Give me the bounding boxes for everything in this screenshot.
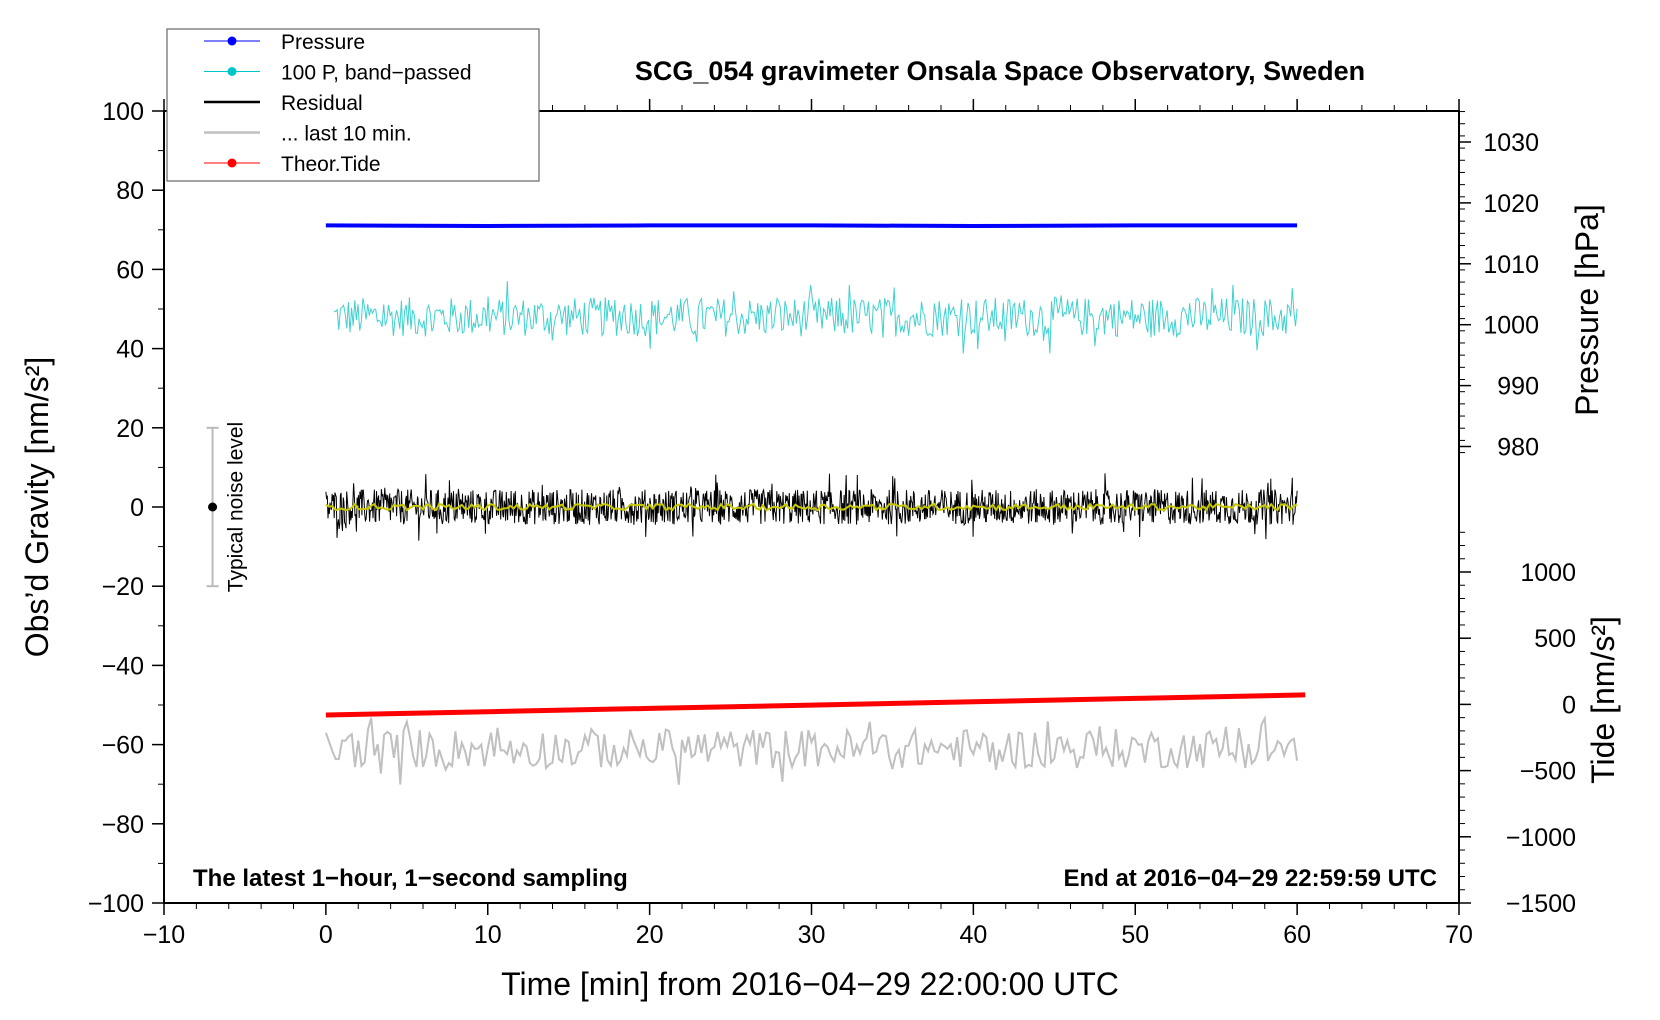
legend-box (166, 28, 540, 182)
y-tick-label-left: 80 (116, 177, 144, 205)
residual-series-line (325, 473, 1298, 541)
x-tick-label: 50 (1121, 921, 1149, 949)
legend-label: Theor.Tide (281, 153, 381, 176)
y-tick-label-left: −60 (102, 732, 144, 760)
chart-title: SCG_054 gravimeter Onsala Space Observat… (635, 56, 1365, 86)
y-tick-label-left: −100 (88, 890, 144, 918)
legend-swatch-marker (227, 158, 237, 168)
legend-label: Pressure (281, 31, 365, 54)
x-tick-label: 20 (636, 921, 664, 949)
x-tick-label: 10 (474, 921, 502, 949)
y-tick-label-left: 40 (116, 336, 144, 364)
y-tick-label-left: 0 (130, 494, 144, 522)
series-layer (324, 223, 1306, 785)
x-tick-label: −10 (143, 921, 185, 949)
tide-tick-label: 0 (1562, 691, 1576, 719)
legend-swatch-marker (227, 36, 237, 46)
y-tick-label-left: 100 (102, 98, 144, 126)
legend-entry: 100 P, band−passed (204, 62, 472, 85)
x-axis-label: Time [min] from 2016−04−29 22:00:00 UTC (501, 966, 1119, 1002)
pressure-tick-label: 1010 (1483, 251, 1539, 279)
y-tick-label-left: 60 (116, 256, 144, 284)
tide-series-line (325, 692, 1306, 718)
pressure-tick-label: 1030 (1483, 129, 1539, 157)
legend-label: Residual (281, 92, 363, 115)
y-axis-label-tide: Tide [nm/s²] (1585, 616, 1621, 784)
y-tick-label-left: −20 (102, 573, 144, 601)
x-tick-label: 0 (319, 921, 333, 949)
y-tick-label-left: −80 (102, 811, 144, 839)
legend-label: ... last 10 min. (281, 123, 412, 146)
pressure-tick-label: 1000 (1483, 312, 1539, 340)
x-tick-label: 30 (798, 921, 826, 949)
noise-level-dot (208, 502, 218, 512)
pressure-tick-label: 980 (1497, 434, 1539, 462)
legend-label: 100 P, band−passed (281, 62, 472, 85)
x-tick-label: 70 (1445, 921, 1473, 949)
tide-tick-label: 500 (1534, 625, 1576, 653)
y-axis-label-left: Obs’d Gravity [nm/s²] (19, 357, 55, 658)
residual-smoothed-series-line (325, 502, 1298, 512)
legend-entry: ... last 10 min. (204, 123, 412, 146)
y-axis-label-pressure: Pressure [hPa] (1569, 204, 1605, 416)
pressure-series-line (325, 223, 1298, 229)
y-tick-label-left: −40 (102, 652, 144, 680)
noise-level-indicator: Typical noise level (206, 422, 248, 592)
tide-tick-label: −1500 (1506, 890, 1576, 918)
tide-tick-label: 1000 (1520, 559, 1576, 587)
legend: Pressure 100 P, band−passed Residual ... la… (166, 28, 540, 182)
x-tick-label: 60 (1283, 921, 1311, 949)
y-tick-label-left: 20 (116, 415, 144, 443)
tide-tick-label: −1000 (1506, 824, 1576, 852)
axes-layer: −10 0 10 20 30 40 50 60 70100806040200−20−40−60−… (88, 98, 1576, 949)
pressure-tick-label: 990 (1497, 373, 1539, 401)
sampling-note: The latest 1−hour, 1−second sampling (193, 865, 628, 892)
legend-entry: Theor.Tide (204, 153, 381, 176)
end-time-note: End at 2016−04−29 22:59:59 UTC (1063, 865, 1437, 892)
noise-level-label: Typical noise level (225, 422, 248, 592)
tide-tick-label: −500 (1520, 758, 1576, 786)
legend-swatch-marker (227, 67, 237, 76)
legend-entry: Pressure (204, 31, 365, 54)
last-10-min-series-line (324, 714, 1299, 785)
x-tick-label: 40 (959, 921, 987, 949)
legend-entry: Residual (204, 92, 363, 115)
pressure-tick-label: 1020 (1483, 190, 1539, 218)
plot-frame (163, 110, 1460, 904)
band-passed-pressure-series-line (333, 281, 1298, 354)
